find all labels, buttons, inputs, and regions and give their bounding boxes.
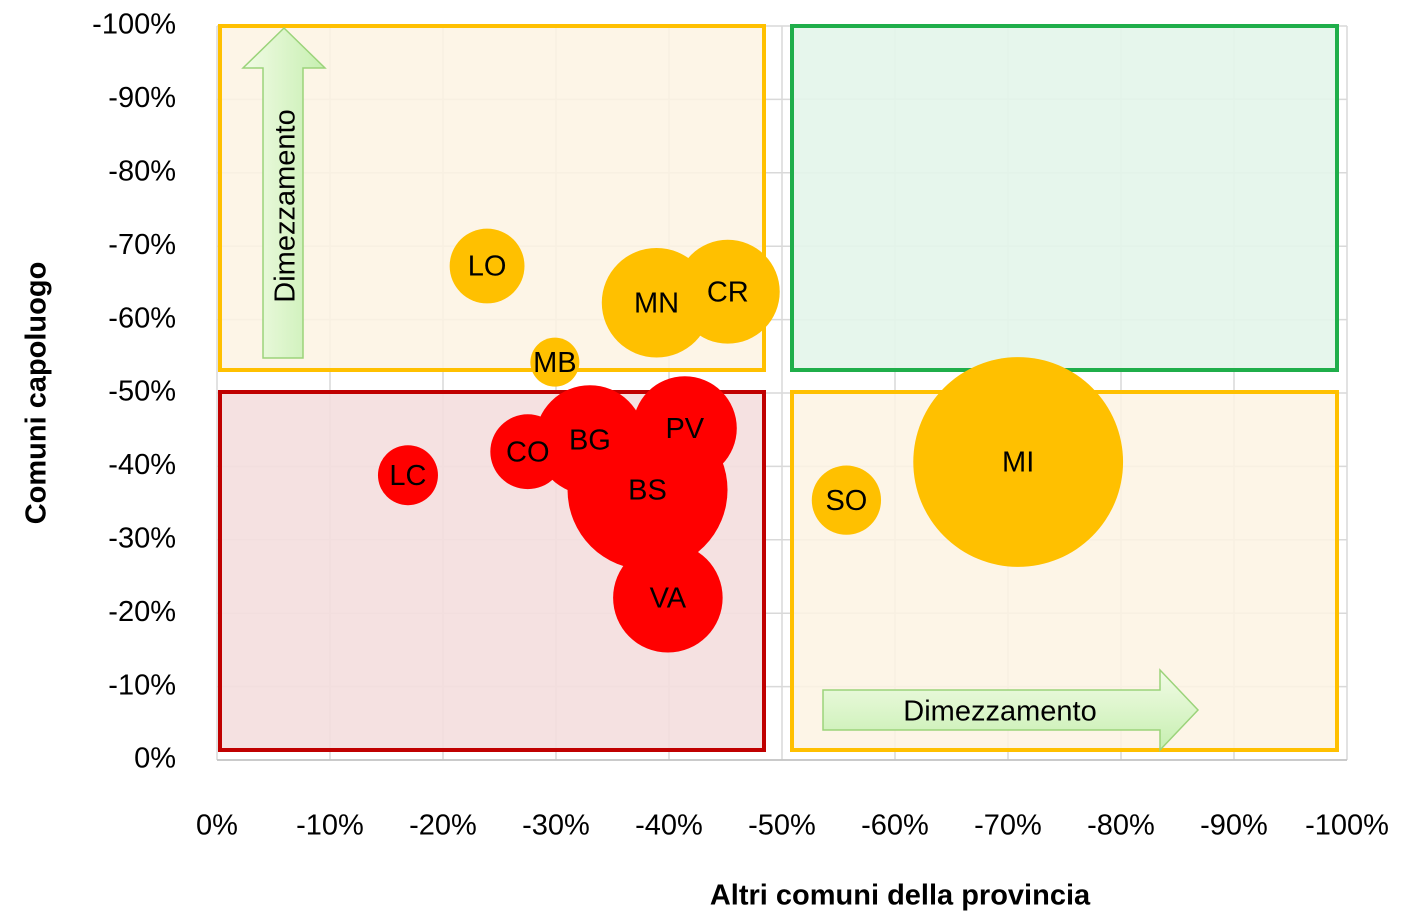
region-top-right <box>790 24 1339 372</box>
bubble-label: MI <box>1002 447 1034 479</box>
x-tick-label: 0% <box>196 810 238 842</box>
x-tick-label: -10% <box>296 810 364 842</box>
bubble <box>377 445 438 506</box>
x-tick-label: -20% <box>409 810 477 842</box>
bubble-label: SO <box>825 485 867 517</box>
y-tick-label: -20% <box>108 596 176 628</box>
x-tick-label: -100% <box>1305 810 1389 842</box>
bubble-label: CR <box>707 276 749 308</box>
y-tick-label: -70% <box>108 229 176 261</box>
bubble <box>567 409 728 570</box>
y-tick-label: -50% <box>108 376 176 408</box>
x-tick-label: -80% <box>1087 810 1155 842</box>
x-tick-label: -30% <box>522 810 590 842</box>
y-axis-title: Comuni capoluogo <box>21 262 53 525</box>
bubble-label: MB <box>533 347 577 379</box>
x-axis-title: Altri comuni della provincia <box>710 880 1091 912</box>
y-tick-label: -100% <box>92 9 176 41</box>
arrow-right <box>822 668 1200 752</box>
arrow-up <box>241 26 327 359</box>
annotation: Dimezzamento <box>903 696 1096 728</box>
bubble <box>449 228 525 304</box>
x-tick-label: -50% <box>748 810 816 842</box>
x-tick-label: -40% <box>635 810 703 842</box>
bubble-label: LO <box>468 251 507 283</box>
x-tick-label: -70% <box>974 810 1042 842</box>
bubble <box>530 337 580 387</box>
bubble-label: PV <box>665 413 704 445</box>
bubble <box>913 357 1124 567</box>
bubble-label: CO <box>506 436 550 468</box>
bubble-label: BS <box>628 475 667 507</box>
x-tick-label: -60% <box>861 810 929 842</box>
x-tick-label: -90% <box>1200 810 1268 842</box>
bubble-label: BG <box>569 425 611 457</box>
bubble <box>675 239 780 344</box>
bubble-label: LC <box>389 460 426 492</box>
bubble-label: MN <box>634 287 679 319</box>
y-tick-label: -10% <box>108 669 176 701</box>
y-tick-label: -80% <box>108 155 176 187</box>
y-tick-label: -30% <box>108 522 176 554</box>
bubble <box>613 543 723 653</box>
bubble-label: VA <box>650 582 687 614</box>
bubbles: LO MN CR MB SO MI LC CO BG PV BS VA <box>377 228 1124 653</box>
bubble <box>811 465 882 535</box>
annotation: Dimezzamento <box>270 109 302 302</box>
y-tick-label: -90% <box>108 82 176 114</box>
y-tick-label: -60% <box>108 302 176 334</box>
y-tick-label: 0% <box>134 743 176 775</box>
y-tick-label: -40% <box>108 449 176 481</box>
